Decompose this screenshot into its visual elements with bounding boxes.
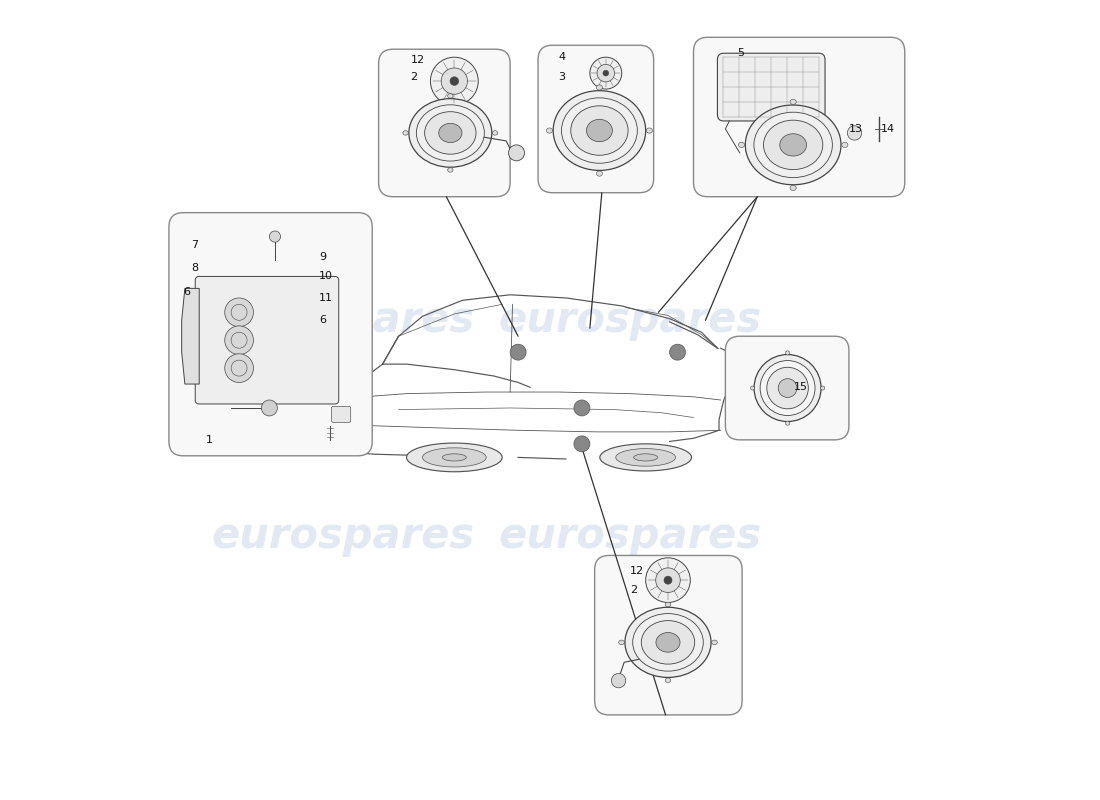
Ellipse shape — [712, 640, 717, 645]
Ellipse shape — [763, 120, 823, 170]
Text: 2: 2 — [410, 72, 418, 82]
Ellipse shape — [596, 171, 603, 176]
Ellipse shape — [780, 134, 806, 156]
Circle shape — [755, 354, 821, 422]
FancyBboxPatch shape — [378, 50, 510, 197]
Ellipse shape — [547, 128, 552, 133]
Text: 11: 11 — [319, 293, 333, 303]
Text: 14: 14 — [881, 124, 895, 134]
Circle shape — [670, 344, 685, 360]
Ellipse shape — [616, 449, 675, 466]
Ellipse shape — [632, 614, 703, 671]
Ellipse shape — [656, 633, 680, 652]
FancyBboxPatch shape — [693, 38, 905, 197]
Text: 4: 4 — [558, 52, 565, 62]
Ellipse shape — [842, 142, 848, 147]
Circle shape — [785, 421, 790, 426]
Ellipse shape — [403, 130, 408, 135]
Circle shape — [510, 344, 526, 360]
Text: 2: 2 — [629, 585, 637, 594]
Ellipse shape — [439, 123, 462, 142]
Text: 9: 9 — [319, 251, 326, 262]
Circle shape — [270, 231, 280, 242]
Circle shape — [821, 386, 825, 390]
Circle shape — [847, 126, 861, 140]
Ellipse shape — [493, 130, 498, 135]
Ellipse shape — [738, 142, 745, 147]
Circle shape — [767, 367, 808, 409]
Ellipse shape — [422, 448, 486, 467]
Ellipse shape — [448, 168, 453, 172]
Text: eurospares: eurospares — [211, 299, 474, 342]
Ellipse shape — [641, 621, 695, 664]
Text: 13: 13 — [849, 124, 864, 134]
Circle shape — [590, 57, 621, 89]
Circle shape — [430, 57, 478, 105]
Circle shape — [574, 400, 590, 416]
Circle shape — [441, 68, 468, 94]
Text: 6: 6 — [184, 287, 190, 298]
Ellipse shape — [618, 640, 625, 645]
Circle shape — [224, 326, 253, 354]
Ellipse shape — [754, 112, 833, 178]
Ellipse shape — [634, 454, 658, 461]
FancyBboxPatch shape — [595, 555, 742, 715]
Text: eurospares: eurospares — [498, 299, 761, 342]
Circle shape — [656, 568, 680, 593]
Circle shape — [664, 576, 672, 584]
Text: 3: 3 — [558, 72, 565, 82]
Ellipse shape — [409, 98, 492, 167]
Text: 8: 8 — [191, 262, 198, 273]
Text: 10: 10 — [319, 270, 333, 281]
Text: 5: 5 — [737, 48, 745, 58]
Ellipse shape — [417, 105, 484, 161]
Circle shape — [508, 145, 525, 161]
Text: 12: 12 — [410, 55, 425, 66]
Circle shape — [612, 674, 626, 688]
Polygon shape — [182, 288, 199, 384]
Ellipse shape — [571, 106, 628, 155]
Ellipse shape — [790, 99, 796, 105]
FancyBboxPatch shape — [538, 46, 653, 193]
Ellipse shape — [600, 444, 692, 471]
FancyBboxPatch shape — [725, 336, 849, 440]
Circle shape — [574, 436, 590, 452]
Circle shape — [778, 378, 796, 398]
Circle shape — [262, 400, 277, 416]
Ellipse shape — [666, 602, 671, 606]
Ellipse shape — [442, 454, 466, 461]
Ellipse shape — [596, 85, 603, 90]
Circle shape — [597, 64, 615, 82]
Text: 1: 1 — [206, 435, 212, 445]
Text: 12: 12 — [629, 566, 644, 576]
Circle shape — [450, 77, 459, 86]
Circle shape — [646, 558, 691, 602]
Circle shape — [224, 354, 253, 382]
Text: 15: 15 — [794, 382, 807, 392]
Text: eurospares: eurospares — [211, 514, 474, 557]
Ellipse shape — [553, 90, 646, 170]
Ellipse shape — [586, 119, 613, 142]
Circle shape — [750, 386, 755, 390]
FancyBboxPatch shape — [331, 406, 351, 422]
Circle shape — [224, 298, 253, 326]
Ellipse shape — [448, 94, 453, 98]
Text: eurospares: eurospares — [498, 514, 761, 557]
FancyBboxPatch shape — [195, 277, 339, 404]
Ellipse shape — [647, 128, 652, 133]
Circle shape — [760, 361, 815, 415]
FancyBboxPatch shape — [169, 213, 372, 456]
Ellipse shape — [425, 112, 476, 154]
Text: 6: 6 — [319, 315, 326, 326]
Ellipse shape — [790, 186, 796, 190]
Circle shape — [603, 70, 608, 76]
Ellipse shape — [746, 105, 842, 185]
Ellipse shape — [561, 98, 637, 163]
Ellipse shape — [407, 443, 503, 472]
Text: 7: 7 — [191, 240, 198, 250]
FancyBboxPatch shape — [717, 54, 825, 121]
Ellipse shape — [666, 678, 671, 682]
Ellipse shape — [625, 607, 711, 678]
Circle shape — [785, 351, 790, 355]
